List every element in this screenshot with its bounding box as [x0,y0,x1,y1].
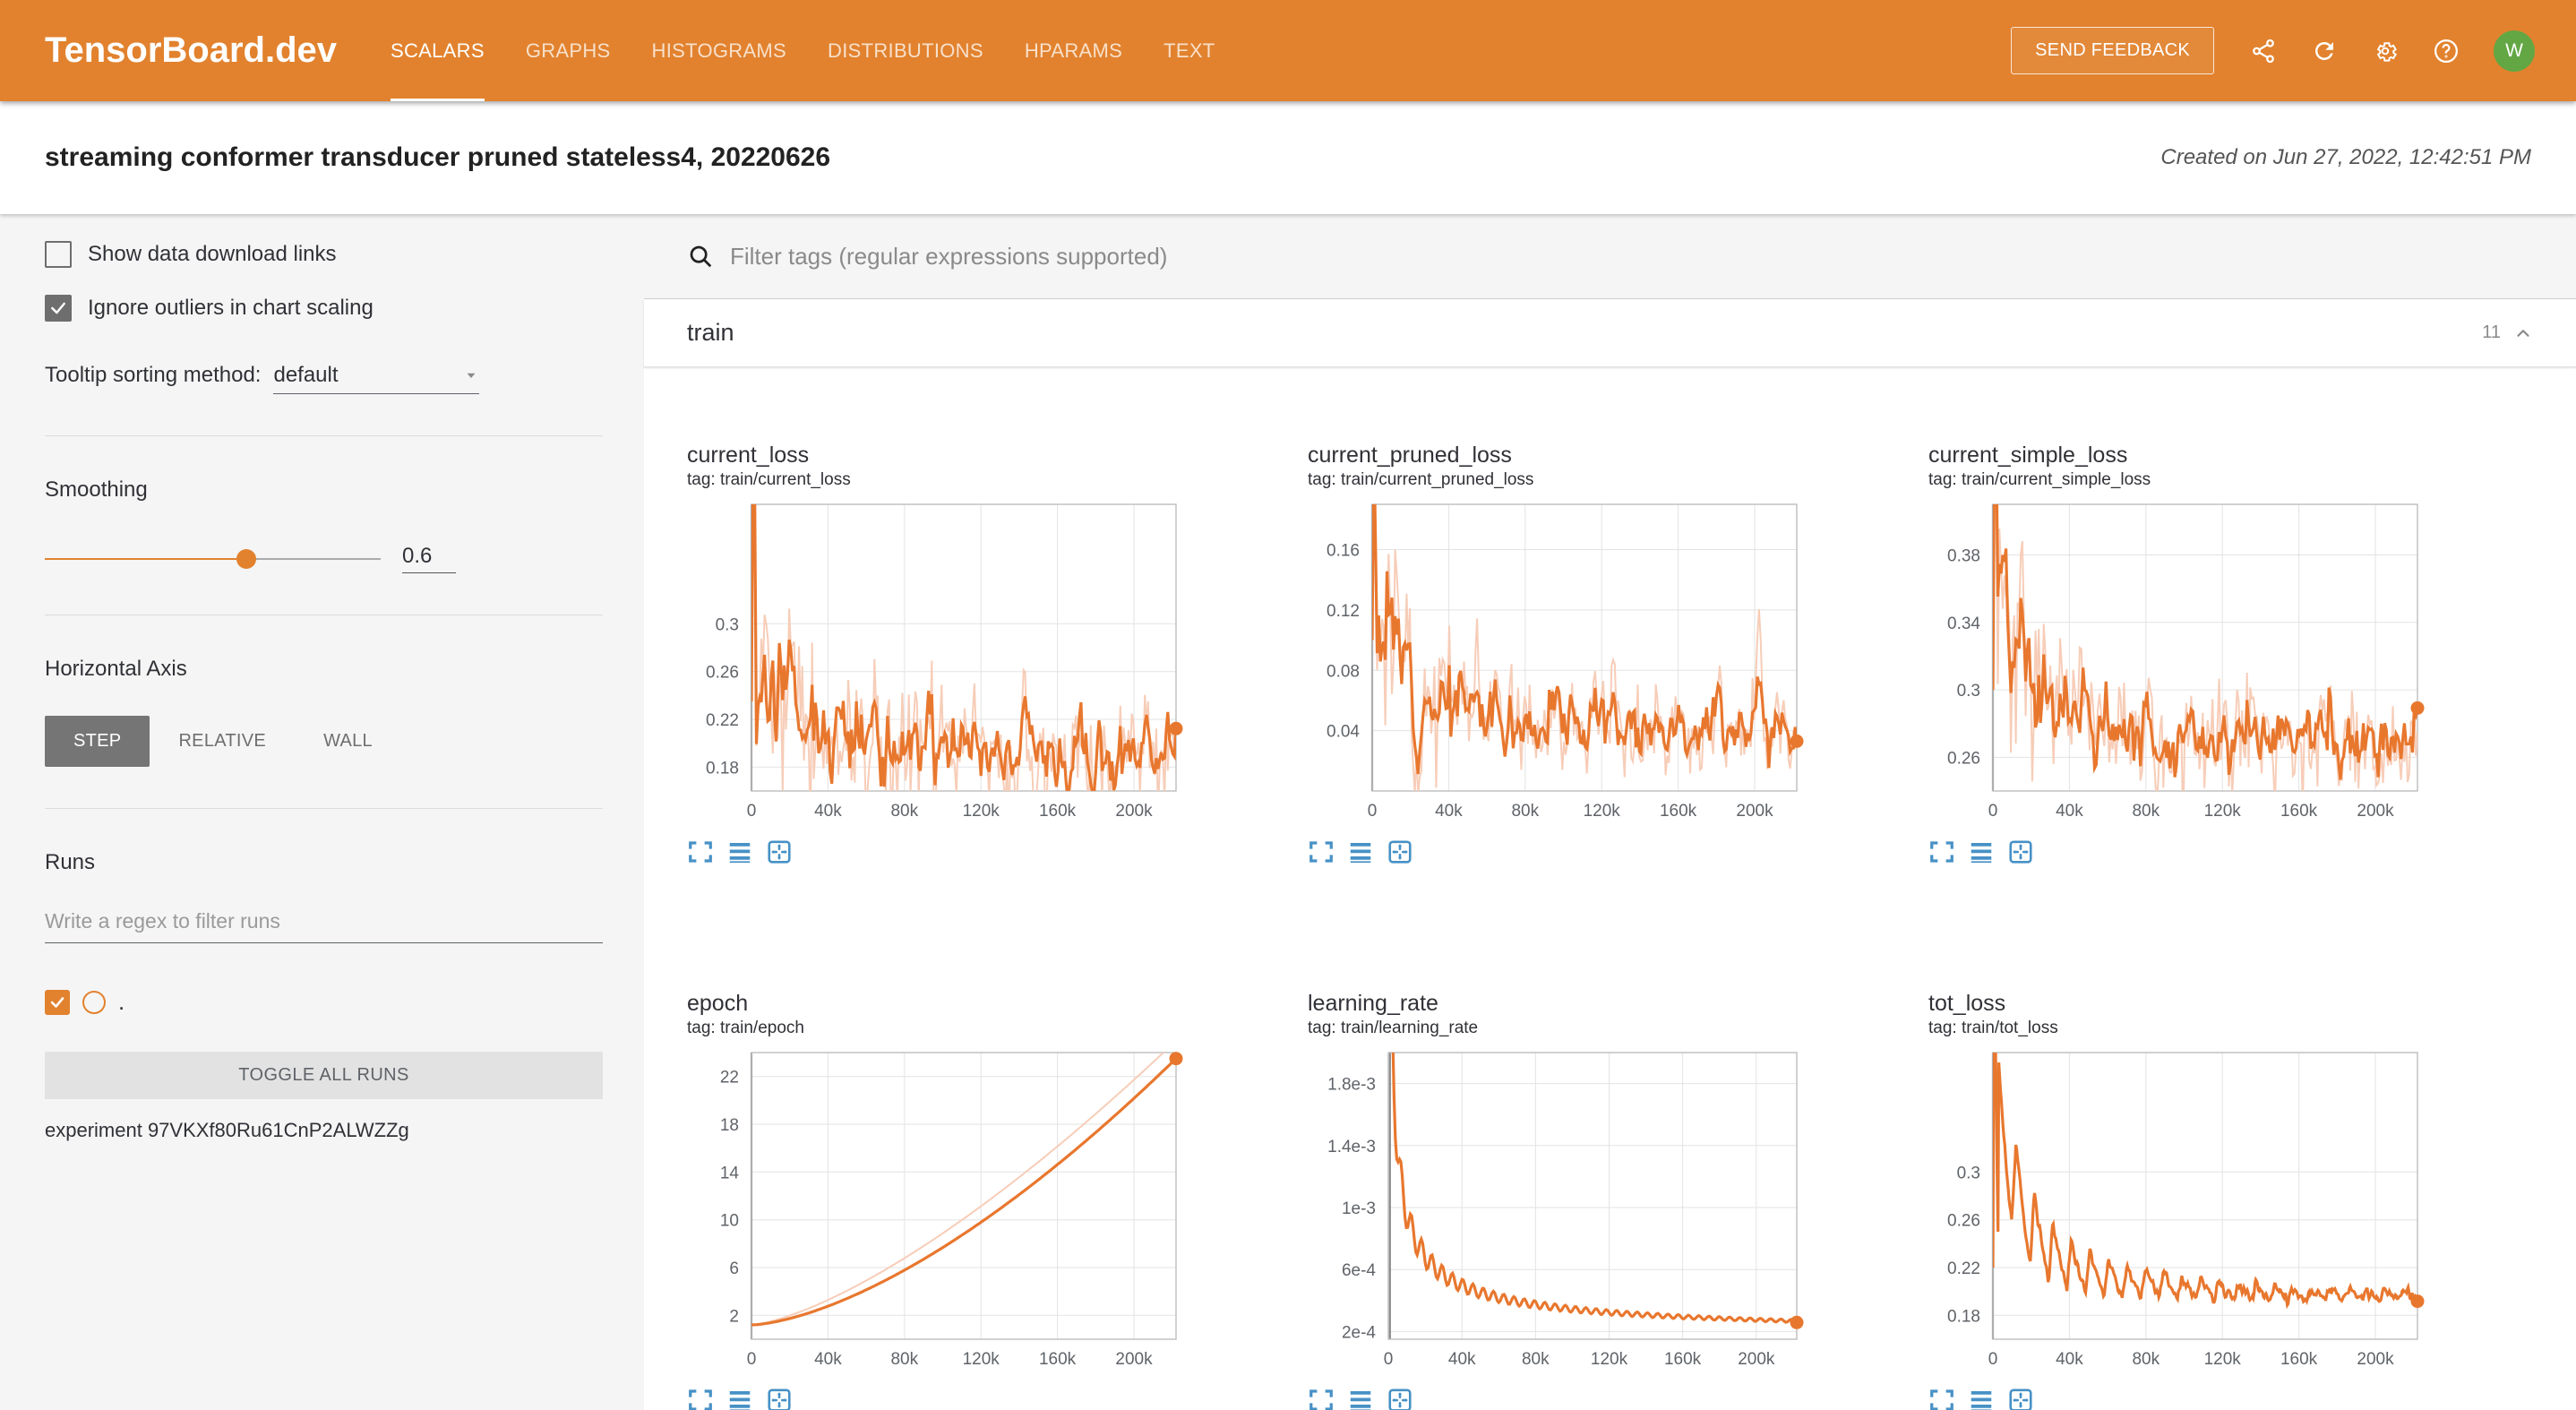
svg-text:80k: 80k [1522,1350,1550,1369]
svg-text:2: 2 [729,1307,739,1326]
svg-text:0.18: 0.18 [1947,1307,1980,1326]
svg-text:18: 18 [720,1116,739,1135]
svg-text:0: 0 [1384,1350,1394,1369]
svg-text:0.04: 0.04 [1327,723,1360,742]
svg-text:0.3: 0.3 [1957,1164,1980,1182]
svg-text:40k: 40k [1448,1350,1476,1369]
svg-text:0.26: 0.26 [1947,749,1980,768]
svg-text:200k: 200k [1738,1350,1775,1369]
svg-text:0.12: 0.12 [1327,602,1360,621]
svg-text:14: 14 [720,1164,740,1182]
svg-text:80k: 80k [2132,1350,2160,1369]
svg-text:0: 0 [747,1350,757,1369]
svg-text:0.3: 0.3 [1957,682,1980,701]
svg-text:0.38: 0.38 [1947,547,1980,566]
svg-text:120k: 120k [1584,802,1621,821]
svg-text:200k: 200k [2357,1350,2394,1369]
svg-text:2e-4: 2e-4 [1342,1323,1376,1342]
svg-text:120k: 120k [2204,802,2242,821]
svg-text:0.22: 0.22 [706,711,739,730]
svg-text:40k: 40k [814,1350,842,1369]
svg-text:0.26: 0.26 [706,664,739,683]
svg-text:160k: 160k [1664,1350,1702,1369]
svg-text:1.8e-3: 1.8e-3 [1327,1076,1376,1095]
svg-text:0.3: 0.3 [716,615,739,634]
svg-text:10: 10 [720,1212,739,1231]
svg-text:1.4e-3: 1.4e-3 [1327,1138,1376,1156]
svg-text:80k: 80k [2132,802,2160,821]
svg-text:80k: 80k [890,802,918,821]
svg-text:0: 0 [1368,802,1378,821]
svg-text:40k: 40k [2056,1350,2083,1369]
svg-text:0.34: 0.34 [1947,615,1980,633]
svg-text:160k: 160k [1039,802,1077,821]
svg-text:160k: 160k [1660,802,1697,821]
svg-text:160k: 160k [2280,802,2318,821]
svg-text:200k: 200k [1115,802,1153,821]
svg-text:22: 22 [720,1069,739,1088]
svg-text:0.16: 0.16 [1327,542,1360,561]
svg-text:200k: 200k [1736,802,1773,821]
svg-text:120k: 120k [963,802,1000,821]
svg-text:0.18: 0.18 [706,759,739,778]
svg-text:0.26: 0.26 [1947,1212,1980,1231]
svg-text:120k: 120k [1591,1350,1628,1369]
svg-text:0.08: 0.08 [1327,662,1360,681]
svg-text:0: 0 [1988,802,1998,821]
svg-text:120k: 120k [963,1350,1000,1369]
svg-text:40k: 40k [1435,802,1463,821]
svg-text:160k: 160k [2280,1350,2318,1369]
svg-text:0: 0 [1988,1350,1998,1369]
svg-text:40k: 40k [814,802,842,821]
svg-text:6: 6 [729,1260,739,1278]
svg-text:0: 0 [747,802,757,821]
svg-text:120k: 120k [2204,1350,2242,1369]
svg-text:80k: 80k [1511,802,1539,821]
svg-text:80k: 80k [890,1350,918,1369]
svg-text:1e-3: 1e-3 [1342,1199,1376,1218]
svg-text:160k: 160k [1039,1350,1077,1369]
svg-text:40k: 40k [2056,802,2083,821]
svg-text:6e-4: 6e-4 [1342,1261,1376,1280]
svg-text:0.22: 0.22 [1947,1260,1980,1278]
svg-text:200k: 200k [1115,1350,1153,1369]
svg-text:200k: 200k [2357,802,2394,821]
